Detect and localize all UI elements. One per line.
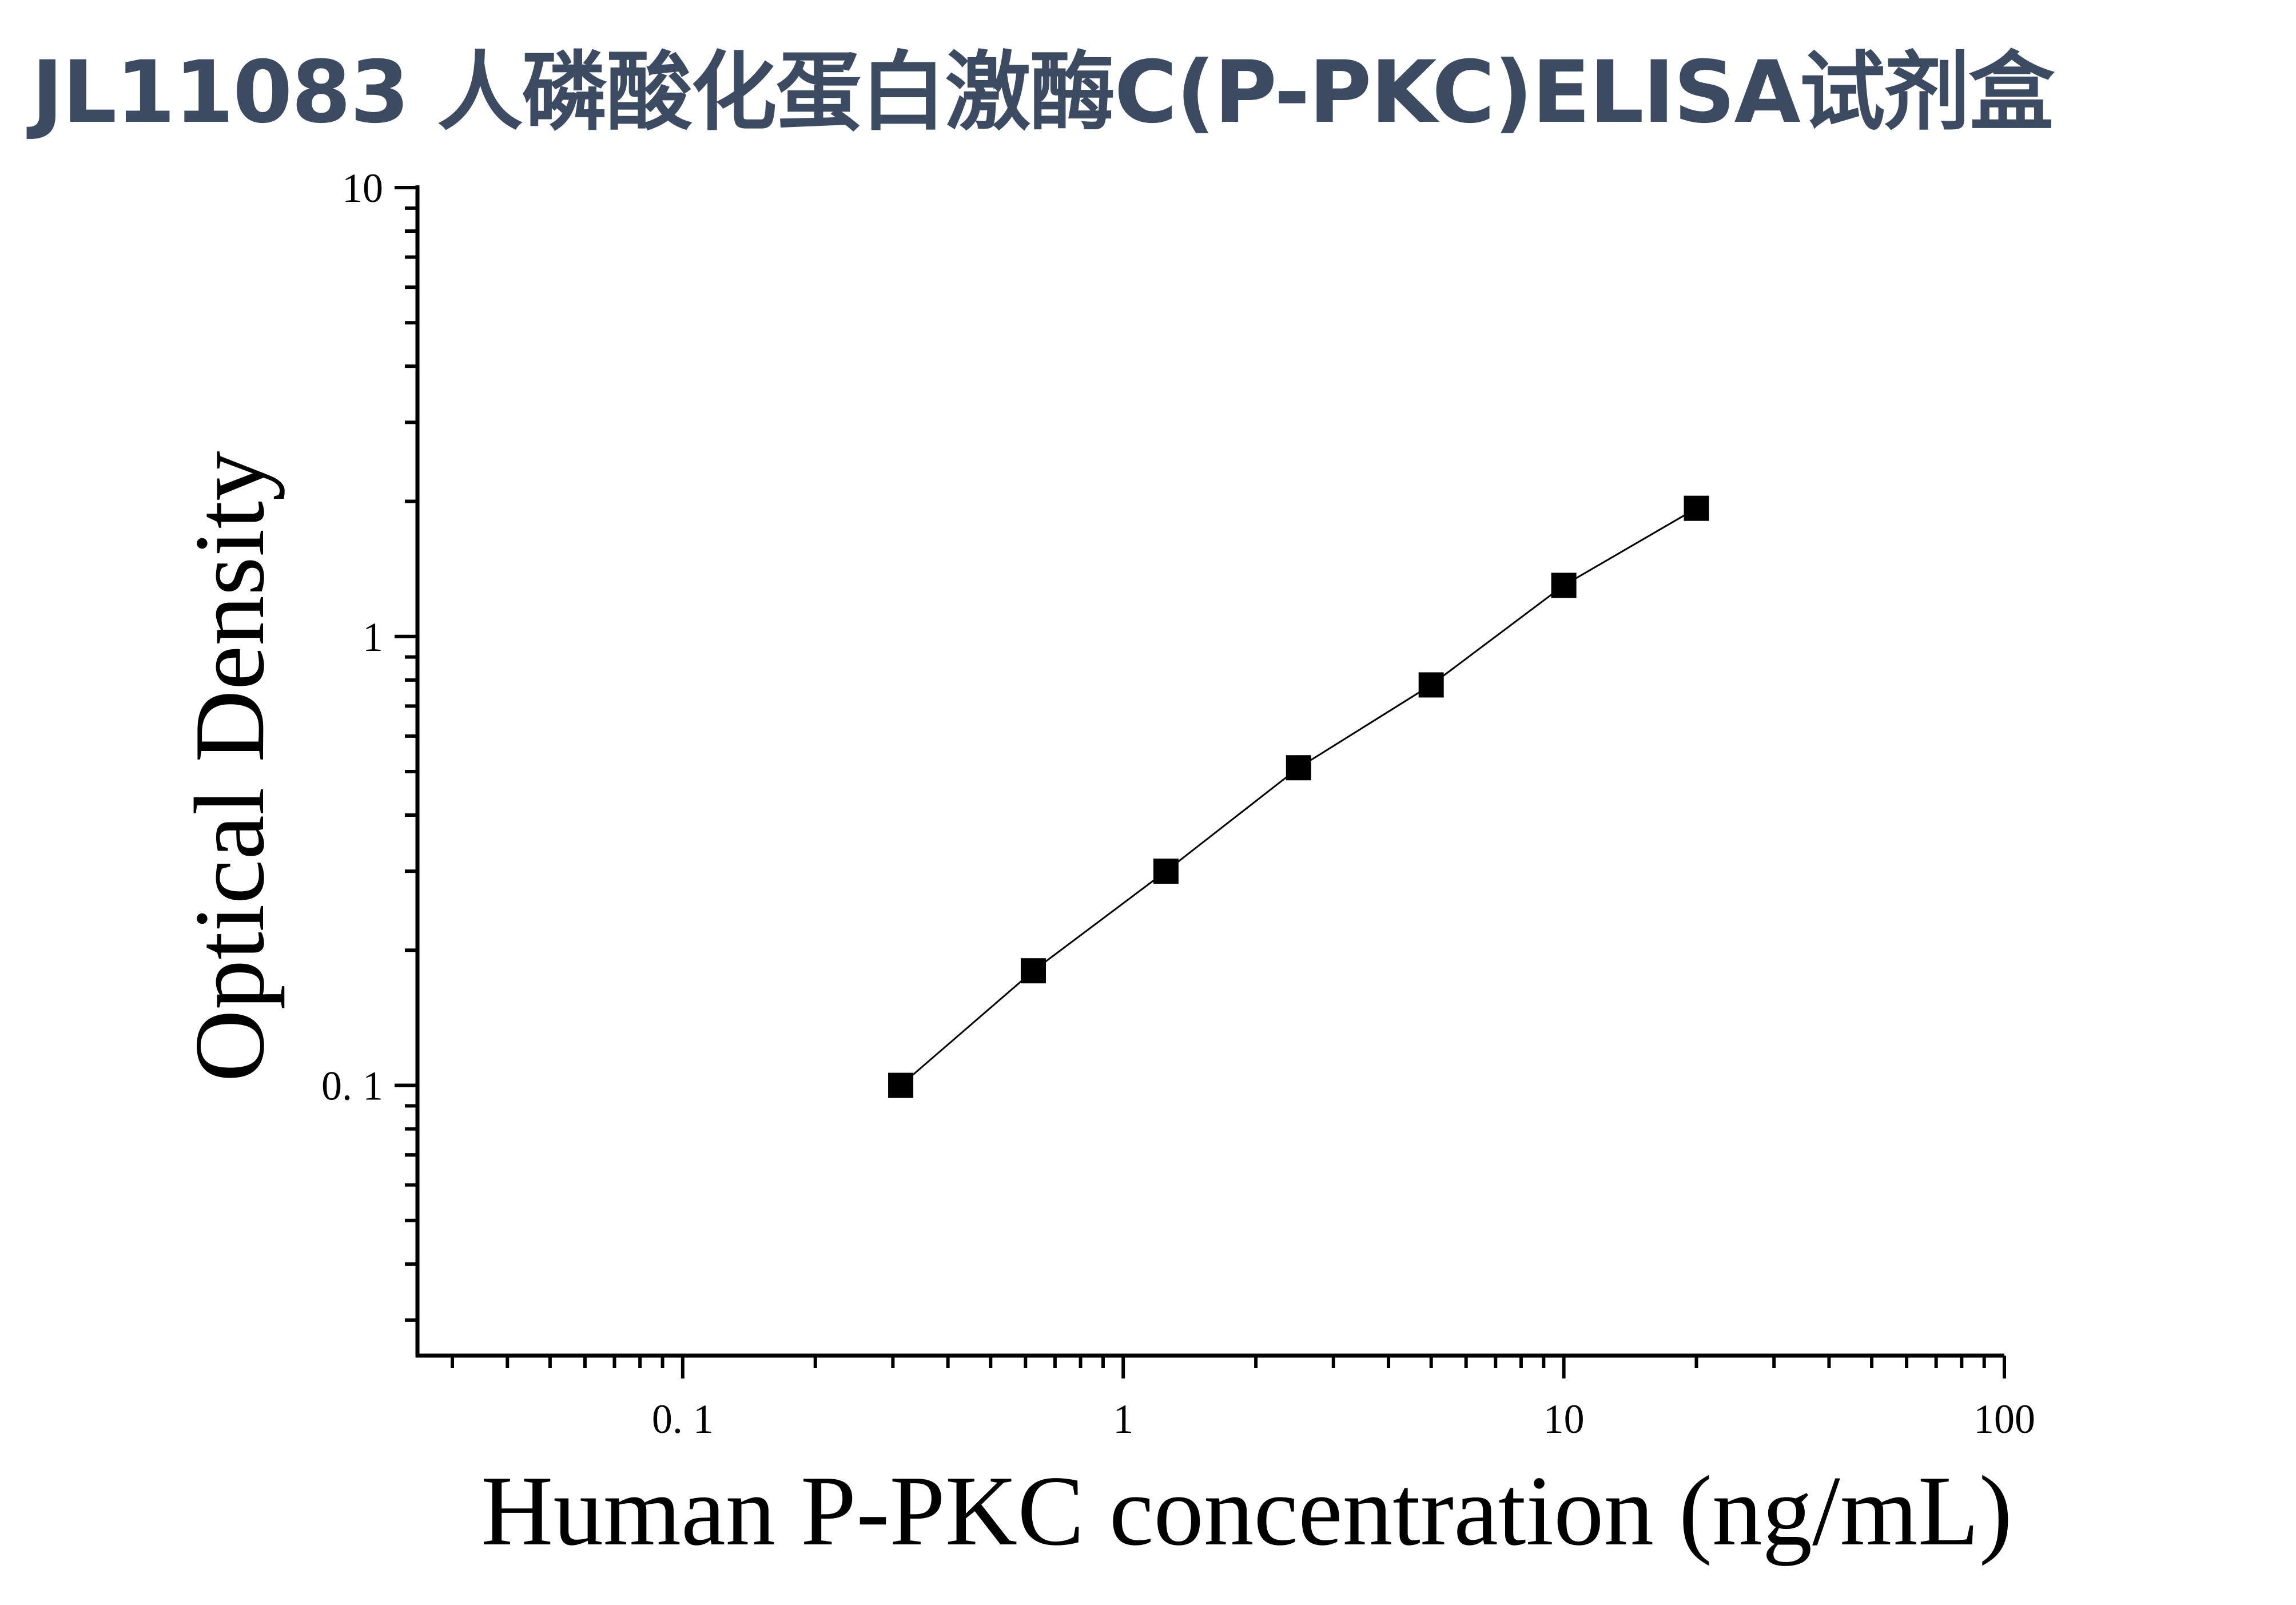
x-tick-label: 10	[1543, 1396, 1585, 1442]
fit-line-group	[900, 507, 1697, 1086]
x-tick-label: 0. 1	[652, 1396, 714, 1442]
data-points	[888, 495, 1709, 1098]
page-title: JL11083 人磷酸化蛋白激酶C(P-PKC)ELISA试剂盒	[31, 43, 2055, 142]
data-point	[1153, 859, 1179, 884]
fit-line	[900, 507, 1697, 1086]
x-tick-label: 100	[1973, 1396, 2035, 1442]
data-point	[1020, 958, 1046, 984]
y-axis-title: Optical Density	[174, 451, 285, 1082]
x-tick-label: 1	[1113, 1396, 1133, 1442]
y-tick-label: 0. 1	[321, 1063, 383, 1109]
y-tick-label: 10	[342, 165, 383, 211]
data-point	[1418, 672, 1444, 698]
data-point	[1684, 495, 1709, 521]
x-axis-title: Human P-PKC concentration (ng/mL)	[481, 1455, 2012, 1566]
axes: 0. 1 1 10 100 0. 1 1 10	[321, 165, 2035, 1442]
data-point	[1286, 755, 1311, 781]
y-tick-label: 1	[363, 614, 383, 660]
data-point	[1551, 573, 1577, 598]
data-point	[888, 1072, 914, 1098]
